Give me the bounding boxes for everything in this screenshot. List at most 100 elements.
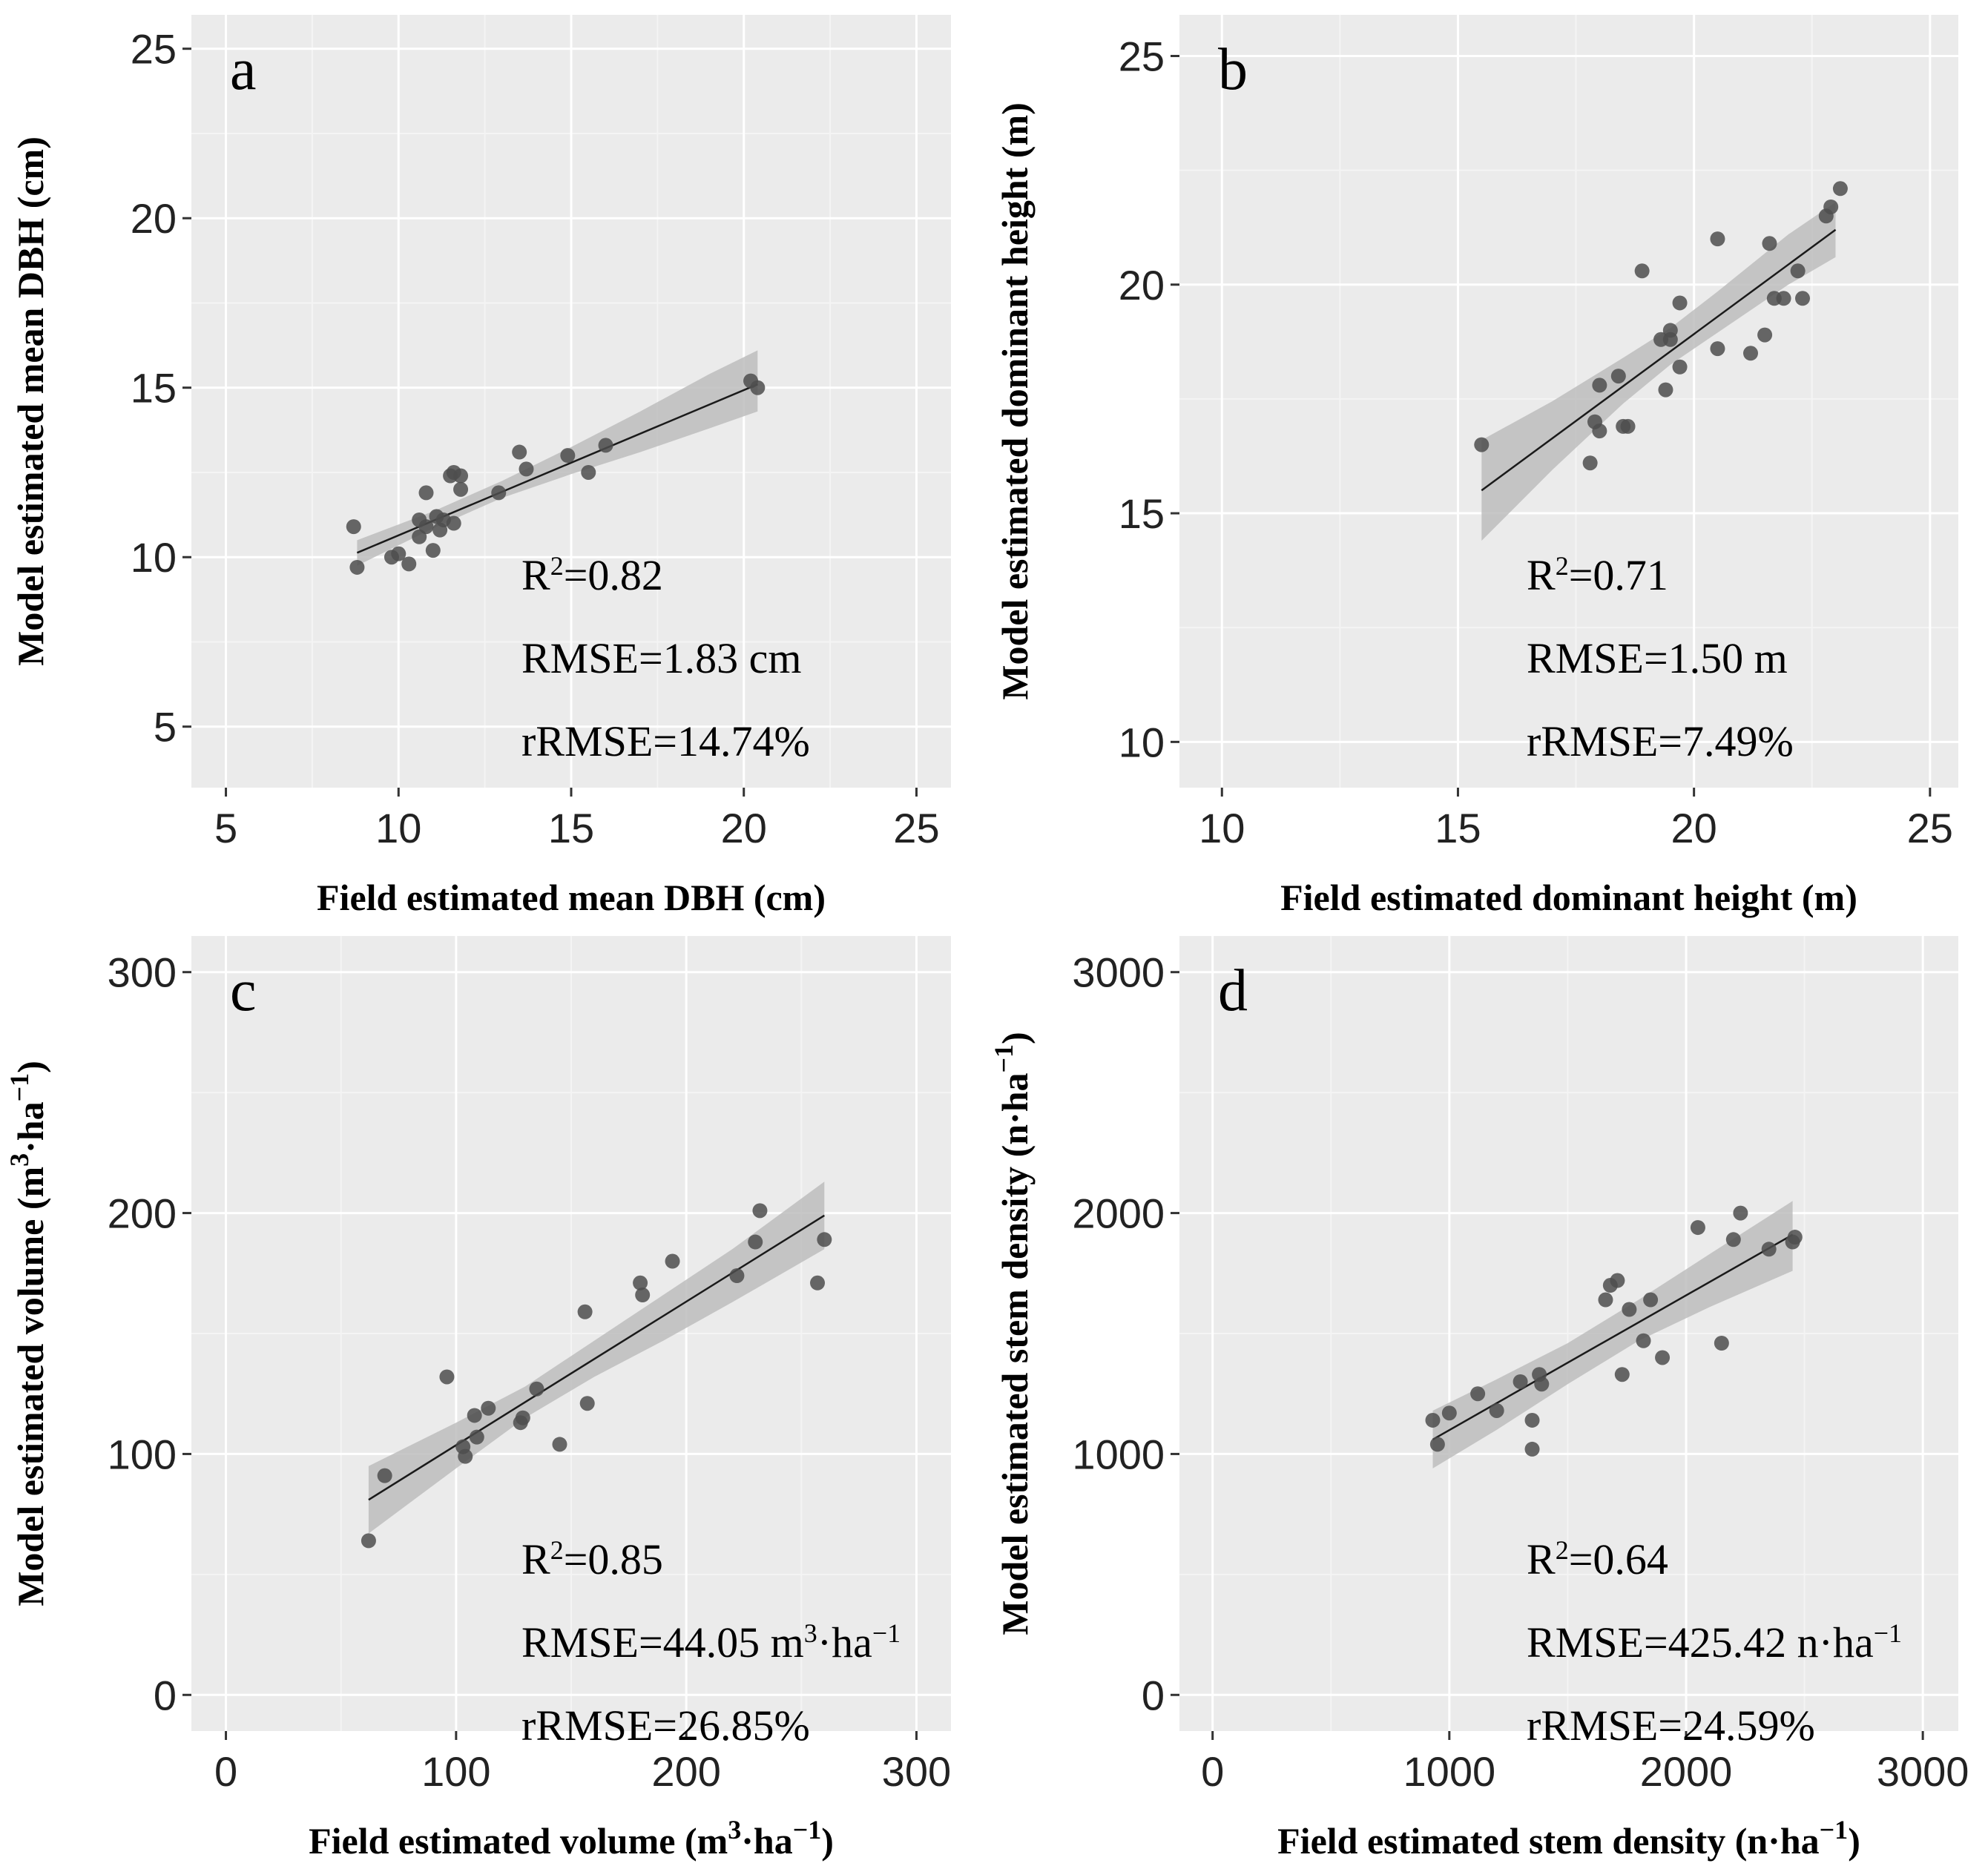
panel-letter: a xyxy=(230,37,257,102)
data-point xyxy=(817,1232,832,1247)
data-point xyxy=(1524,1412,1540,1428)
stat-rmse: RMSE=425.42 n·ha−1 xyxy=(1527,1618,1902,1667)
x-tick-label: 2000 xyxy=(1640,1748,1733,1795)
data-point xyxy=(1534,1377,1550,1392)
y-tick-label: 25 xyxy=(1119,33,1165,79)
x-axis-title: Field estimated volume (m3·ha−1) xyxy=(309,1815,834,1862)
data-point xyxy=(418,519,434,535)
y-tick-label: 25 xyxy=(131,26,177,73)
panel-b: 10 15 20 25 10 15 20 25 b R2=0.71 RMSE=1.50 m rRMSE… xyxy=(994,15,1958,918)
y-axis-title: Model estimated dominant height (m) xyxy=(994,102,1036,700)
data-point xyxy=(1832,181,1848,197)
data-point xyxy=(529,1381,544,1397)
y-tick-label: 20 xyxy=(131,195,177,242)
y-tick-label: 0 xyxy=(1142,1672,1165,1718)
data-point xyxy=(1592,423,1607,439)
confidence-band xyxy=(1432,1201,1793,1468)
data-point xyxy=(453,468,469,484)
data-point xyxy=(1690,1220,1705,1236)
data-point xyxy=(361,1533,376,1549)
data-point xyxy=(560,448,576,464)
data-point xyxy=(579,1396,595,1411)
y-tick-label: 15 xyxy=(131,365,177,412)
data-point xyxy=(1592,378,1607,393)
stat-rmse: RMSE=1.50 m xyxy=(1527,634,1788,682)
data-point xyxy=(1513,1374,1528,1389)
panel-d: 0 1000 2000 3000 0 1000 2000 3000 d R2=0.64 RMSE=4… xyxy=(989,936,1969,1862)
regression-line xyxy=(1481,228,1837,492)
data-point xyxy=(1733,1205,1748,1221)
x-axis-title: Field estimated mean DBH (cm) xyxy=(317,877,826,918)
data-point xyxy=(512,444,527,460)
data-point xyxy=(446,515,461,531)
confidence-band xyxy=(357,350,758,566)
data-point xyxy=(750,380,766,395)
data-point xyxy=(1598,1292,1613,1308)
data-point xyxy=(467,1408,482,1423)
data-point xyxy=(1776,291,1791,306)
x-tick-label: 1000 xyxy=(1403,1748,1496,1795)
regression-line xyxy=(368,1214,825,1501)
data-point xyxy=(1725,1232,1741,1247)
x-axis-title: Field estimated stem density (n·ha−1) xyxy=(1277,1815,1860,1862)
data-point xyxy=(1474,437,1490,452)
data-point xyxy=(810,1275,826,1290)
data-point xyxy=(391,546,407,561)
stat-r2: R2=0.82 xyxy=(521,551,663,599)
y-axis-title: Model estimated mean DBH (cm) xyxy=(10,136,51,666)
stat-rrmse: rRMSE=7.49% xyxy=(1527,717,1794,765)
data-point xyxy=(1634,263,1650,279)
data-point xyxy=(1429,1437,1445,1452)
panel-letter: c xyxy=(230,958,257,1024)
data-point xyxy=(1655,1350,1671,1365)
data-point xyxy=(581,464,596,480)
data-point xyxy=(1636,1333,1651,1348)
y-tick-label: 15 xyxy=(1119,490,1165,537)
data-point xyxy=(1714,1335,1729,1351)
data-point xyxy=(1790,263,1806,279)
data-point xyxy=(633,1275,648,1290)
data-point xyxy=(1743,346,1758,361)
data-point xyxy=(1787,1230,1803,1245)
data-point xyxy=(1425,1412,1441,1428)
stat-rrmse: rRMSE=14.74% xyxy=(521,717,810,765)
panel-letter: b xyxy=(1218,37,1248,102)
x-tick-label: 15 xyxy=(1435,805,1481,851)
data-point xyxy=(1795,291,1810,306)
y-axis-title: Model estimated stem density (n·ha−1) xyxy=(989,1032,1036,1635)
y-tick-label: 1000 xyxy=(1072,1431,1165,1477)
data-point xyxy=(1672,295,1688,311)
data-point xyxy=(401,556,417,572)
data-point xyxy=(1662,332,1678,347)
y-tick-label: 20 xyxy=(1119,262,1165,309)
y-tick-label: 200 xyxy=(108,1190,177,1237)
data-point xyxy=(439,1369,455,1385)
data-point xyxy=(469,1429,484,1445)
y-tick-label: 100 xyxy=(108,1431,177,1477)
confidence-band xyxy=(1481,202,1836,541)
data-point xyxy=(458,1448,473,1464)
x-tick-label: 10 xyxy=(375,805,421,851)
data-point xyxy=(519,461,534,477)
data-point xyxy=(1489,1402,1504,1418)
x-tick-label: 20 xyxy=(721,805,767,851)
stat-rrmse: rRMSE=24.59% xyxy=(1527,1701,1815,1750)
x-tick-label: 0 xyxy=(1201,1748,1224,1795)
data-point xyxy=(1582,455,1598,471)
data-point xyxy=(665,1253,680,1269)
stat-rrmse: rRMSE=26.85% xyxy=(521,1701,810,1750)
y-axis-title: Model estimated volume (m3·ha−1) xyxy=(4,1061,51,1606)
data-point xyxy=(1761,1242,1777,1257)
panel-letter: d xyxy=(1218,958,1248,1024)
x-tick-label: 3000 xyxy=(1877,1748,1969,1795)
y-tick-label: 10 xyxy=(1119,719,1165,765)
y-tick-label: 10 xyxy=(131,534,177,581)
data-point xyxy=(577,1304,593,1319)
data-point xyxy=(515,1410,530,1425)
data-point xyxy=(1610,369,1626,384)
data-point xyxy=(1620,418,1636,434)
y-tick-label: 300 xyxy=(108,949,177,996)
data-point xyxy=(491,485,507,501)
data-point xyxy=(418,485,434,501)
data-point xyxy=(1710,231,1725,247)
